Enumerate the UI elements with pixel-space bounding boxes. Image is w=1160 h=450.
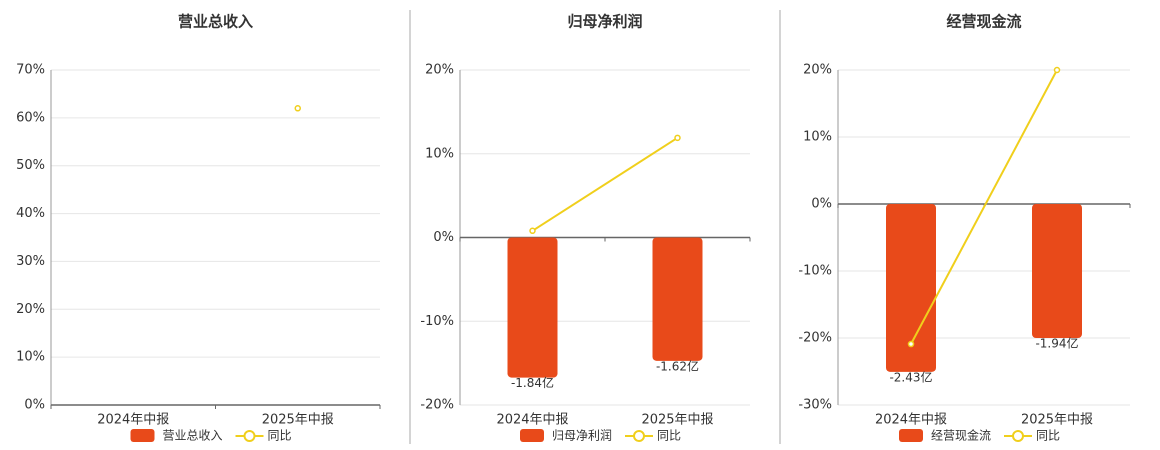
x-tick-label: 2024年中报: [875, 413, 947, 428]
y-tick-label: -10%: [420, 314, 454, 329]
x-tick-label: 2025年中报: [1021, 413, 1093, 428]
x-tick-label: 2025年中报: [262, 413, 334, 428]
bar: [507, 237, 558, 378]
y-tick-label: 20%: [425, 63, 454, 78]
y-tick-label: -10%: [798, 264, 832, 279]
y-tick-label: -30%: [798, 398, 832, 413]
y-tick-label: 0%: [811, 197, 832, 212]
line: [910, 69, 1058, 345]
chart-title: 营业总收入: [178, 13, 253, 31]
x-tick-label: 2025年中报: [641, 413, 713, 428]
line: [531, 136, 679, 232]
legend-swatch: [243, 430, 256, 442]
legend-swatch: [520, 429, 544, 442]
line-point: [529, 227, 536, 235]
y-tick-label: 0%: [24, 398, 45, 413]
legend-label: 同比: [1036, 429, 1060, 443]
line-point: [674, 134, 681, 142]
y-tick-label: 10%: [803, 130, 832, 145]
y-tick-label: 20%: [803, 63, 832, 78]
bar: [652, 237, 703, 361]
y-tick-label: 50%: [16, 158, 45, 173]
legend-swatch: [130, 429, 155, 442]
bar-label: -1.62亿: [656, 358, 699, 373]
y-tick-label: 60%: [16, 110, 45, 125]
y-tick-label: 70%: [16, 63, 45, 78]
bar-label: -1.94亿: [1035, 336, 1078, 351]
line-point: [907, 340, 915, 348]
y-tick-label: 40%: [16, 206, 45, 221]
legend-label: 归母净利润: [552, 429, 612, 443]
legend-swatch: [899, 429, 923, 442]
legend-swatch: [1012, 430, 1024, 442]
x-tick-label: 2024年中报: [97, 413, 169, 428]
bar-label: -1.84亿: [511, 375, 554, 390]
bar: [1032, 204, 1082, 338]
x-tick-label: 2024年中报: [496, 413, 568, 428]
line-point: [1053, 66, 1061, 74]
bar: [886, 204, 936, 372]
y-tick-label: -20%: [420, 398, 454, 413]
y-tick-label: 10%: [16, 350, 45, 365]
chart-title: 归母净利润: [567, 13, 642, 31]
legend-label: 同比: [657, 429, 681, 443]
legend-label: 同比: [268, 429, 292, 443]
y-tick-label: 30%: [16, 254, 45, 269]
legend-label: 营业总收入: [163, 429, 223, 443]
legend-swatch: [633, 430, 645, 442]
bar-label: -2.43亿: [889, 369, 932, 384]
y-tick-label: 10%: [425, 146, 454, 161]
line-point: [294, 105, 301, 112]
y-tick-label: 20%: [16, 302, 45, 317]
y-tick-label: -20%: [798, 331, 832, 346]
legend-label: 经营现金流: [931, 428, 991, 443]
chart-title: 经营现金流: [946, 13, 1021, 31]
y-tick-label: 0%: [433, 230, 454, 245]
